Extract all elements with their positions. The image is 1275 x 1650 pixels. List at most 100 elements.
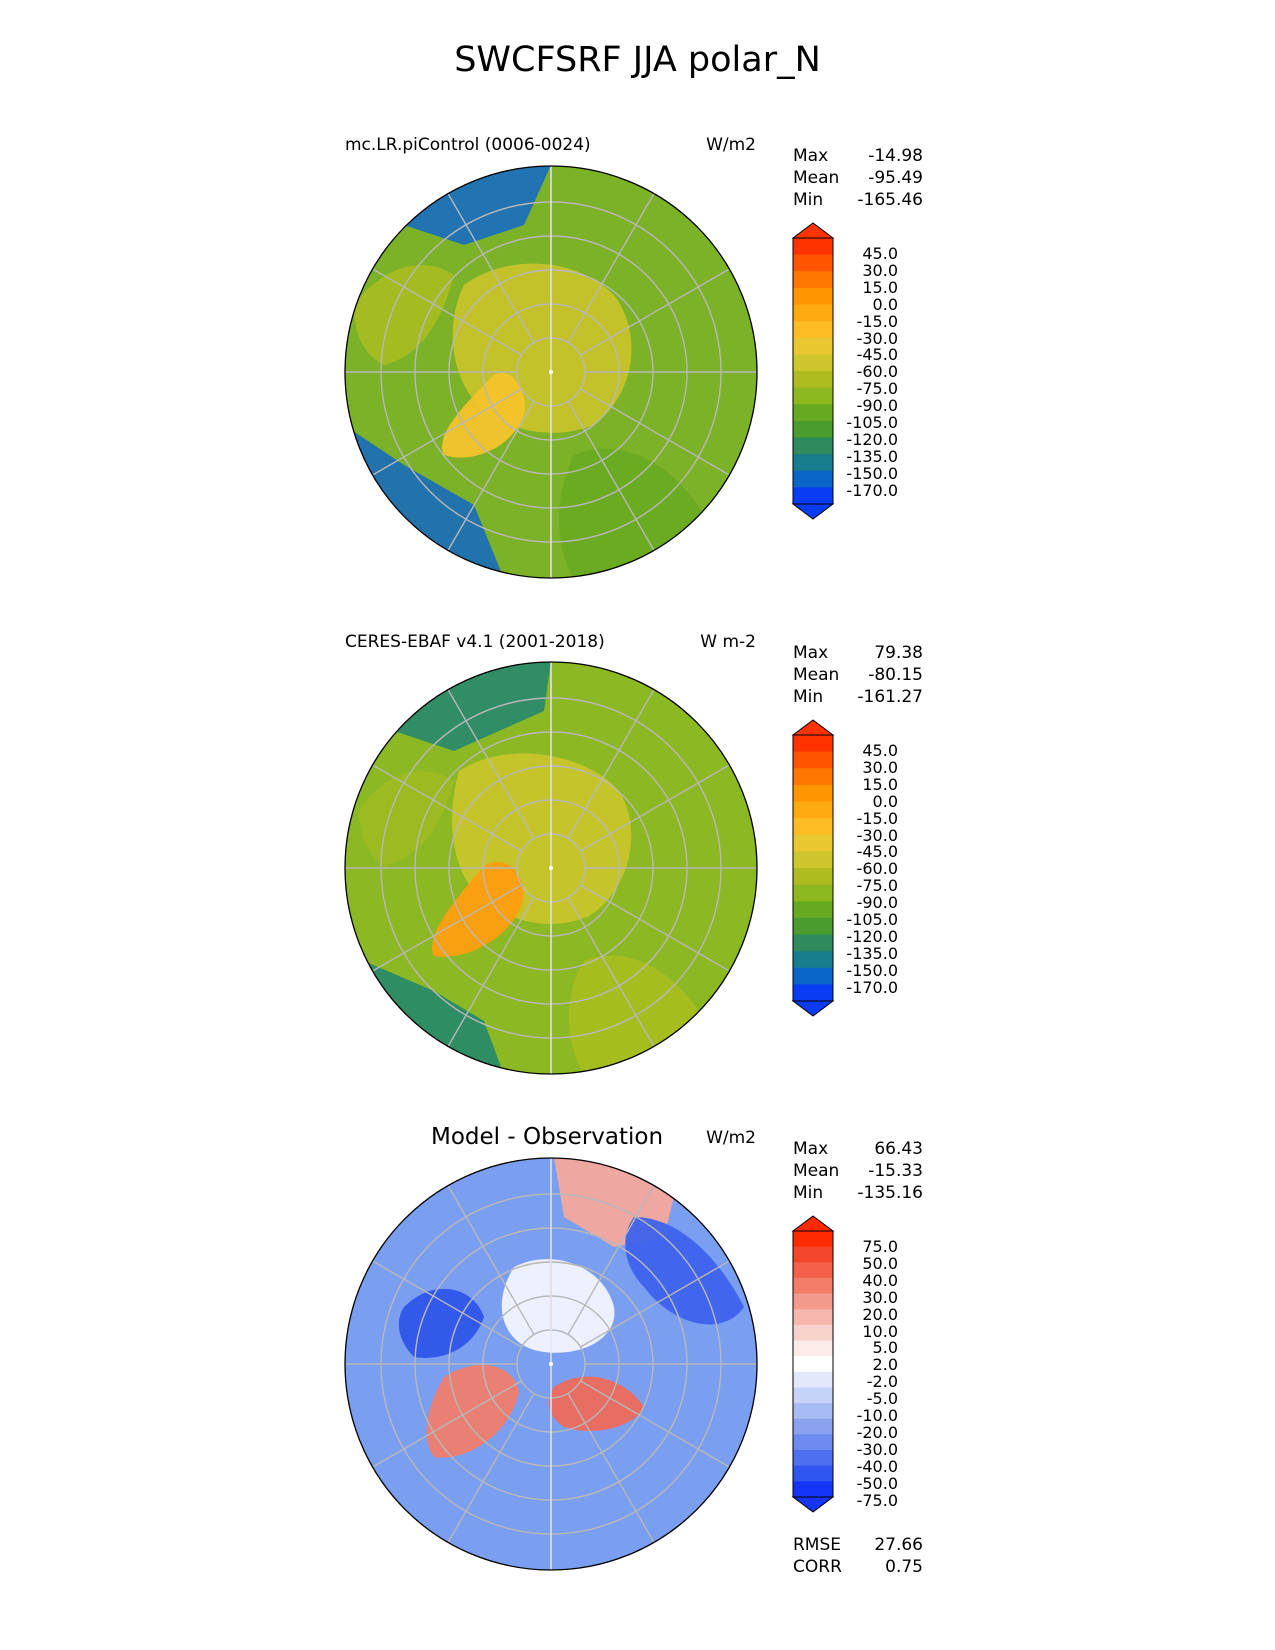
arctic-ocean-bias-region [501, 1259, 615, 1353]
colorbar-tick-label: 45.0 [862, 741, 898, 760]
map-boundary [344, 1157, 758, 1571]
colorbar-tick-label: -120.0 [846, 429, 898, 449]
meridian-line [368, 884, 522, 974]
panel-3-units: W/m2 [706, 1128, 756, 1148]
colorbar-segment [793, 801, 833, 819]
panel-1-title: mc.LR.piControl (0006-0024) [345, 135, 591, 155]
colorbar-tick-label: -45.0 [856, 842, 898, 862]
colorbar-tick-label: -135.0 [846, 446, 898, 466]
stat-max: Max 79.38 [793, 643, 923, 663]
colorbar-segment [793, 321, 833, 339]
colorbar-segment [793, 735, 833, 753]
colorbar-segment [793, 934, 833, 952]
colorbar-segment [793, 1340, 833, 1357]
colorbar-top-extension [791, 222, 835, 239]
greenland-region [432, 862, 524, 957]
colorbar-tick-label: -120.0 [846, 926, 898, 946]
stat-min: Min -135.16 [793, 1183, 923, 1203]
colorbar-tick-label: -60.0 [856, 859, 898, 879]
colorbar-segment [793, 1309, 833, 1326]
colorbar-tick-label: 20.0 [862, 1304, 898, 1324]
meridian-line [445, 401, 535, 555]
north-pole-marker [549, 370, 553, 374]
colorbar-tick-label: 40.0 [862, 1270, 898, 1290]
colorbar-tick-label: -2.0 [866, 1372, 898, 1392]
colorbar-segment [793, 834, 833, 852]
colorbar-top-extension [791, 1215, 835, 1232]
north-america-region [354, 265, 454, 365]
colorbar-segment [793, 1434, 833, 1451]
meridian-line [368, 266, 522, 356]
colorbar-segment [793, 751, 833, 769]
colorbar-tick-label: -60.0 [856, 362, 898, 382]
colorbar-segment [793, 1450, 833, 1467]
meridian-line [445, 1181, 535, 1335]
colorbar-tick-label: -20.0 [856, 1422, 898, 1442]
colorbar-tick-label: -75.0 [856, 1490, 898, 1510]
meridian-line [445, 189, 535, 343]
meridian-line [368, 388, 522, 478]
colorbar-segment [793, 1371, 833, 1388]
north-pole-marker [549, 1362, 553, 1366]
colorbar-segment [793, 404, 833, 422]
colorbar-segment [793, 1356, 833, 1373]
panel-1-units: W/m2 [706, 135, 756, 155]
siberia-bias-region [625, 1217, 744, 1325]
colorbar-tick-label: 0.0 [872, 791, 898, 811]
colorbar-tick-label: 30.0 [862, 757, 898, 777]
meridian-line [580, 1380, 734, 1470]
colorbar-tick-label: -30.0 [856, 1439, 898, 1459]
colorbar-tick-label: -105.0 [846, 413, 898, 433]
stat-mean: Mean -15.33 [793, 1161, 923, 1181]
colorbar-segment [793, 967, 833, 985]
stat-max: Max 66.43 [793, 1139, 923, 1159]
colorbar-tick-label: -5.0 [866, 1389, 898, 1409]
colorbar-tick-label: 2.0 [872, 1355, 898, 1375]
north-pole-marker [549, 866, 553, 870]
colorbar-segment [793, 354, 833, 372]
stat-max: Max -14.98 [793, 146, 923, 166]
colorbar-segment [793, 1481, 833, 1498]
colorbar-frame [792, 734, 834, 1002]
meridian-line [580, 762, 734, 852]
meridian-line [445, 685, 535, 839]
stat-corr: CORR 0.75 [793, 1557, 923, 1577]
panel-3-colorbar [791, 1215, 835, 1513]
siberia-region [559, 448, 704, 578]
meridian-line [567, 685, 657, 839]
colorbar-bottom-extension [791, 503, 835, 520]
panel-3-stats: Max 66.43 Mean -15.33 Min -135.16 [793, 1138, 923, 1204]
panel-2-colorbar-labels: 45.0 30.0 15.0 0.0 -15.0 -30.0 -45.0 -60.0 -75.0… [826, 741, 898, 997]
colorbar-tick-label: -75.0 [856, 876, 898, 896]
pacific-sector-cloud-region [404, 166, 551, 245]
colorbar-segment [793, 951, 833, 969]
panel-3-colorbar-labels: 75.0 50.0 40.0 30.0 20.0 10.0 5.0 2.0 -2.0 -5.0 -1… [826, 1238, 898, 1510]
panel-1-colorbar [791, 222, 835, 520]
colorbar-segment [793, 784, 833, 802]
atlantic-sector-cloud-region [345, 425, 504, 578]
colorbar-segment [793, 818, 833, 836]
meridian-line [445, 897, 535, 1051]
colorbar-segment [793, 1246, 833, 1263]
meridian-line [567, 189, 657, 343]
colorbar-tick-label: -45.0 [856, 345, 898, 365]
colorbar-top-extension [791, 719, 835, 736]
colorbar-frame [792, 1230, 834, 1498]
colorbar-tick-label: -90.0 [856, 893, 898, 913]
colorbar-segment [793, 984, 833, 1002]
colorbar-segment [793, 371, 833, 389]
colorbar-segment [793, 1403, 833, 1420]
panel-1-colorbar-labels: 45.0 30.0 15.0 0.0 -15.0 -30.0 -45.0 -60.0 -75.0… [826, 245, 898, 500]
colorbar-segment [793, 868, 833, 886]
colorbar-segment [793, 901, 833, 919]
panel-3-polar-map [344, 1157, 758, 1571]
stat-rmse: RMSE 27.66 [793, 1535, 923, 1555]
colorbar-segment [793, 1465, 833, 1482]
colorbar-segment [793, 254, 833, 272]
panel-3-title: Model - Observation [431, 1124, 664, 1150]
colorbar-segment [793, 304, 833, 322]
colorbar-bottom-extension [791, 1000, 835, 1017]
greenland-region [442, 373, 525, 458]
colorbar-tick-label: -30.0 [856, 328, 898, 348]
greenland-margin-bias-region [426, 1365, 519, 1458]
